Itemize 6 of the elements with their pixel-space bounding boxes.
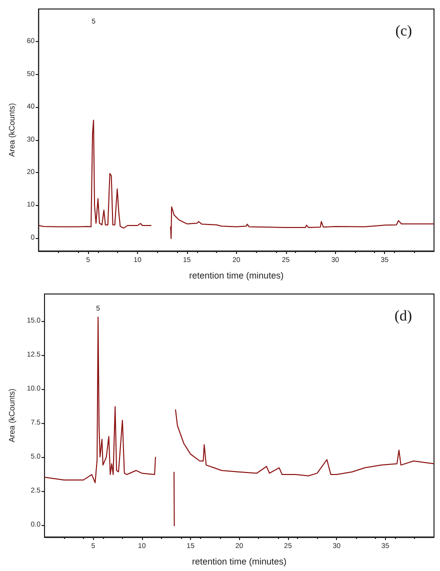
y-axis-title: Area (kCounts) [8, 102, 16, 157]
y-axis-title: Area (kCounts) [8, 388, 16, 442]
annotation: (c) [395, 24, 412, 40]
annotation: (d) [394, 308, 412, 324]
x-axis-title: retention time (minutes) [189, 270, 284, 280]
x-axis-title: retention time (minutes) [192, 556, 287, 566]
